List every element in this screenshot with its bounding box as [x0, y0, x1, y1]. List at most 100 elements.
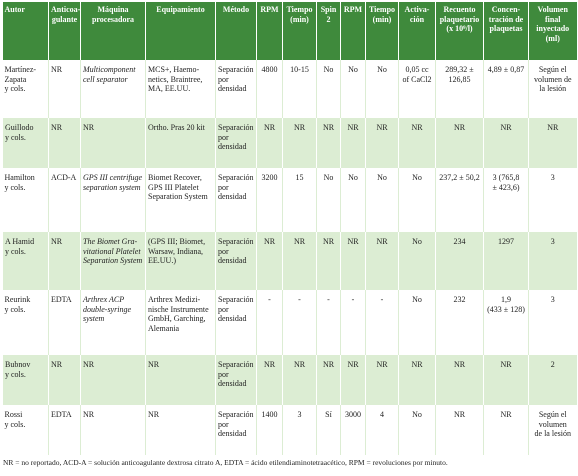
table-cell: NR [435, 355, 484, 405]
table-cell: Según el volumen de la lesión [528, 405, 577, 455]
table-cell: - [340, 290, 366, 355]
table-cell: Separación por densidad [215, 60, 257, 118]
table-cell: 1297 [483, 232, 529, 290]
column-header: Máquina procesadora [80, 2, 146, 60]
table-cell: The Biomet Gra- vitational Platelet Sepa… [80, 232, 146, 290]
table-cell: 4800 [256, 60, 283, 118]
table-cell: NR [398, 118, 436, 168]
table-cell: A Hamid y cols. [2, 232, 49, 290]
table-cell: NR [48, 60, 81, 118]
table-cell: - [316, 290, 341, 355]
table-cell: Biomet Recover, GPS III Platelet Separat… [145, 168, 216, 232]
table-cell: NR [256, 232, 283, 290]
table-cell: 232 [435, 290, 484, 355]
table-cell: 3000 [340, 405, 366, 455]
table-cell: Martínez- Zapata y cols. [4, 65, 37, 94]
table-cell: NR [316, 355, 341, 405]
table-row: Guillodo y cols. NR NR Ortho. Pras 20 kit Se… [2, 118, 577, 168]
table-cell: No [316, 60, 341, 118]
column-header: Tiempo (min) [282, 2, 317, 60]
data-table: Autor Anticoa- gulante Máquina procesadora… [2, 2, 577, 455]
column-header: Recuento plaquetario (x 10⁹/l) [435, 2, 484, 60]
header-row: Autor Anticoa- gulante Máquina procesadora… [2, 2, 577, 60]
table-cell: No [398, 290, 436, 355]
table-cell: No [316, 168, 341, 232]
table-cell: 2 [528, 355, 577, 405]
table-cell: NR [365, 118, 399, 168]
table-cell: NR [282, 118, 317, 168]
table-cell: Hamilton y cols. [4, 173, 35, 192]
column-header: Tiempo (min) [365, 2, 399, 60]
table-cell: NR [483, 405, 529, 455]
table-cell: Sí [316, 405, 341, 455]
table-cell: Separación por densidad [215, 355, 257, 405]
column-header: Activa- ción [398, 2, 436, 60]
table-cell: NR [316, 232, 341, 290]
table-cell: Separación por densidad [215, 118, 257, 168]
table-cell: 4 [365, 405, 399, 455]
table-cell: Arthrex Medizi- nische Instrumente GmbH,… [145, 290, 216, 355]
table-cell: 234 [435, 232, 484, 290]
table-row: Hamilton y cols. ACD-A GPS III centrifuge … [3, 168, 577, 232]
table-cell: NR [48, 232, 81, 290]
table-cell: No [398, 232, 436, 290]
table-cell: Multicomponent cell separator [80, 60, 146, 118]
table-cell: GPS III centrifuge separation system [80, 168, 146, 232]
table-cell: 4,89 ± 0,87 [483, 60, 529, 118]
table-cell: NR [340, 118, 366, 168]
table-cell: NR [256, 355, 283, 405]
table-cell: No [340, 60, 366, 118]
table-cell: NR [435, 118, 484, 168]
table-cell: 3 [528, 290, 577, 355]
table-cell: 289,32 ± 126,85 [435, 60, 484, 118]
table-cell: - [365, 290, 399, 355]
column-header: Volumen final inyectado (ml) [528, 2, 577, 60]
table-cell: NR [365, 232, 399, 290]
table-cell: NR [256, 118, 283, 168]
column-header: Autor [2, 2, 49, 60]
table-cell: 1400 [256, 405, 283, 455]
table-cell: - [282, 290, 317, 355]
table-cell: 10-15 [282, 60, 317, 118]
table-cell: NR [340, 355, 366, 405]
table-cell: Reurink y cols. [4, 295, 31, 314]
table-cell: NR [528, 118, 577, 168]
table-cell: ACD-A [48, 168, 81, 232]
column-header: Equipamiento [145, 2, 216, 60]
table-cell: NR [282, 232, 317, 290]
table-cell: No [398, 405, 436, 455]
table-cell: No [365, 168, 399, 232]
table-cell: 3200 [256, 168, 283, 232]
table-cell: 3 [528, 232, 577, 290]
table-cell: No [365, 60, 399, 118]
table-body: Martínez- Zapata y cols. NR Multicomponent… [2, 60, 577, 455]
table-row: Rossi y cols. EDTA NR NR Separación por dens… [3, 405, 577, 455]
table-cell: No [340, 168, 366, 232]
table-cell: Ortho. Pras 20 kit [145, 118, 216, 168]
table-cell: MCS+, Haemo- netics, Braintree, MA, EE.U… [145, 60, 216, 118]
column-header: Concen- tración de plaquetas [483, 2, 529, 60]
table-cell: Separación por densidad [215, 290, 257, 355]
table-row: Reurink y cols. EDTA Arthrex ACP double-sy… [3, 290, 577, 355]
table-cell: Bubnov y cols. [2, 355, 49, 405]
table-cell: NR [398, 355, 436, 405]
table-cell: - [256, 290, 283, 355]
table-cell: 3 [282, 405, 317, 455]
table-cell: (GPS III; Biomet, Warsaw, Indiana, EE.UU… [145, 232, 216, 290]
table-row: Martínez- Zapata y cols. NR Multicomponent… [3, 60, 577, 118]
table-cell: 0,05 cc of CaCl2 [398, 60, 436, 118]
table-cell: NR [340, 232, 366, 290]
table-row: Bubnov y cols. NR NR NR Separación por densi… [2, 355, 577, 405]
footnote: NR = no reportado, ACD-A = solución anti… [3, 458, 448, 467]
table-cell: 237,2 ± 50,2 [435, 168, 484, 232]
table-cell: NR [483, 355, 529, 405]
table-cell: NR [365, 355, 399, 405]
column-header: Spin 2 [316, 2, 341, 60]
table-cell: Arthrex ACP double-syringe system [80, 290, 146, 355]
table-cell: Rossi y cols. [4, 410, 26, 429]
table-cell: NR [483, 118, 529, 168]
table-cell: Según el volumen de la lesión [528, 60, 577, 118]
table-cell: NR [48, 118, 81, 168]
table-cell: NR [80, 118, 146, 168]
